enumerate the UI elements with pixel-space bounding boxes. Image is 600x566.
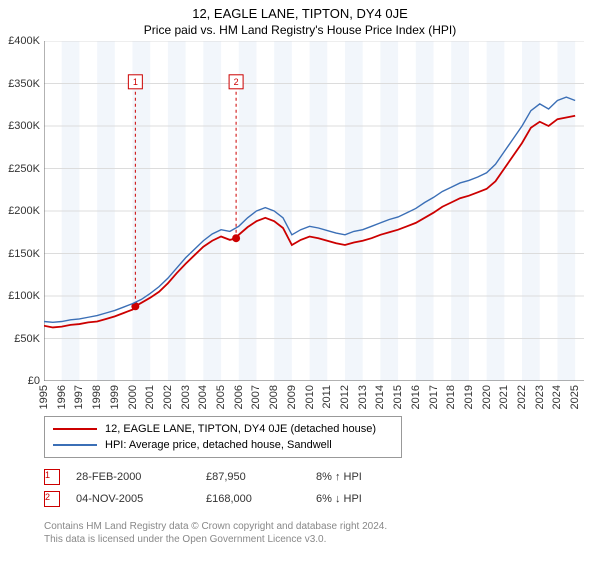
svg-text:1: 1: [133, 77, 138, 87]
legend-label-2: HPI: Average price, detached house, Sand…: [105, 439, 332, 451]
x-axis-label: 2002: [162, 385, 174, 409]
x-axis-label: 2010: [304, 385, 316, 409]
x-axis-label: 2005: [215, 385, 227, 409]
legend-row-1: 12, EAGLE LANE, TIPTON, DY4 0JE (detache…: [53, 421, 393, 437]
x-axis-label: 2019: [463, 385, 475, 409]
legend-swatch-1: [53, 428, 97, 430]
y-axis-label: £350K: [8, 78, 40, 90]
plot-area: 12 £0£50K£100K£150K£200K£250K£300K£350K£…: [44, 41, 584, 381]
y-axis-label: £250K: [8, 163, 40, 175]
transaction-price: £168,000: [206, 493, 316, 505]
legend-row-2: HPI: Average price, detached house, Sand…: [53, 437, 393, 453]
x-axis-label: 2008: [268, 385, 280, 409]
transaction-table: 1 28-FEB-2000 £87,950 8% ↑ HPI 2 04-NOV-…: [44, 466, 362, 510]
svg-text:2: 2: [234, 77, 239, 87]
x-axis-label: 2013: [357, 385, 369, 409]
x-axis-label: 2015: [392, 385, 404, 409]
footer-line-2: This data is licensed under the Open Gov…: [44, 533, 387, 546]
x-axis-label: 2018: [445, 385, 457, 409]
transaction-date: 04-NOV-2005: [76, 493, 206, 505]
x-axis-label: 1995: [38, 385, 50, 409]
x-axis-label: 2000: [127, 385, 139, 409]
footer-line-1: Contains HM Land Registry data © Crown c…: [44, 520, 387, 533]
x-axis-label: 2012: [339, 385, 351, 409]
x-axis-label: 2023: [534, 385, 546, 409]
transaction-delta: 6% ↓ HPI: [316, 493, 362, 505]
x-axis-label: 2001: [144, 385, 156, 409]
transaction-marker-1: 1: [44, 469, 60, 485]
legend: 12, EAGLE LANE, TIPTON, DY4 0JE (detache…: [44, 416, 402, 458]
x-axis-label: 2022: [516, 385, 528, 409]
x-axis-label: 2007: [250, 385, 262, 409]
legend-label-1: 12, EAGLE LANE, TIPTON, DY4 0JE (detache…: [105, 423, 376, 435]
x-axis-label: 2014: [374, 385, 386, 409]
legend-swatch-2: [53, 444, 97, 446]
chart-title: 12, EAGLE LANE, TIPTON, DY4 0JE: [0, 6, 600, 21]
transaction-row: 1 28-FEB-2000 £87,950 8% ↑ HPI: [44, 466, 362, 488]
chart-subtitle: Price paid vs. HM Land Registry's House …: [0, 23, 600, 37]
line-chart-svg: 12: [44, 41, 584, 381]
x-axis-label: 2020: [481, 385, 493, 409]
transaction-row: 2 04-NOV-2005 £168,000 6% ↓ HPI: [44, 488, 362, 510]
x-axis-label: 2021: [498, 385, 510, 409]
x-axis-label: 1999: [109, 385, 121, 409]
x-axis-label: 2011: [321, 385, 333, 409]
x-axis-label: 1998: [91, 385, 103, 409]
x-axis-label: 1996: [56, 385, 68, 409]
x-axis-label: 1997: [73, 385, 85, 409]
y-axis-label: £400K: [8, 35, 40, 47]
x-axis-label: 2003: [180, 385, 192, 409]
transaction-price: £87,950: [206, 471, 316, 483]
x-axis-label: 2017: [428, 385, 440, 409]
x-axis-label: 2004: [197, 385, 209, 409]
x-axis-label: 2024: [551, 385, 563, 409]
y-axis-label: £200K: [8, 205, 40, 217]
transaction-date: 28-FEB-2000: [76, 471, 206, 483]
transaction-marker-2: 2: [44, 491, 60, 507]
transaction-delta: 8% ↑ HPI: [316, 471, 362, 483]
y-axis-label: £50K: [14, 333, 40, 345]
y-axis-label: £150K: [8, 248, 40, 260]
x-axis-label: 2025: [569, 385, 581, 409]
y-axis-label: £300K: [8, 120, 40, 132]
y-axis-label: £100K: [8, 290, 40, 302]
x-axis-label: 2006: [233, 385, 245, 409]
x-axis-label: 2016: [410, 385, 422, 409]
chart-container: 12, EAGLE LANE, TIPTON, DY4 0JE Price pa…: [0, 6, 600, 566]
footer-attribution: Contains HM Land Registry data © Crown c…: [44, 520, 387, 546]
x-axis-label: 2009: [286, 385, 298, 409]
